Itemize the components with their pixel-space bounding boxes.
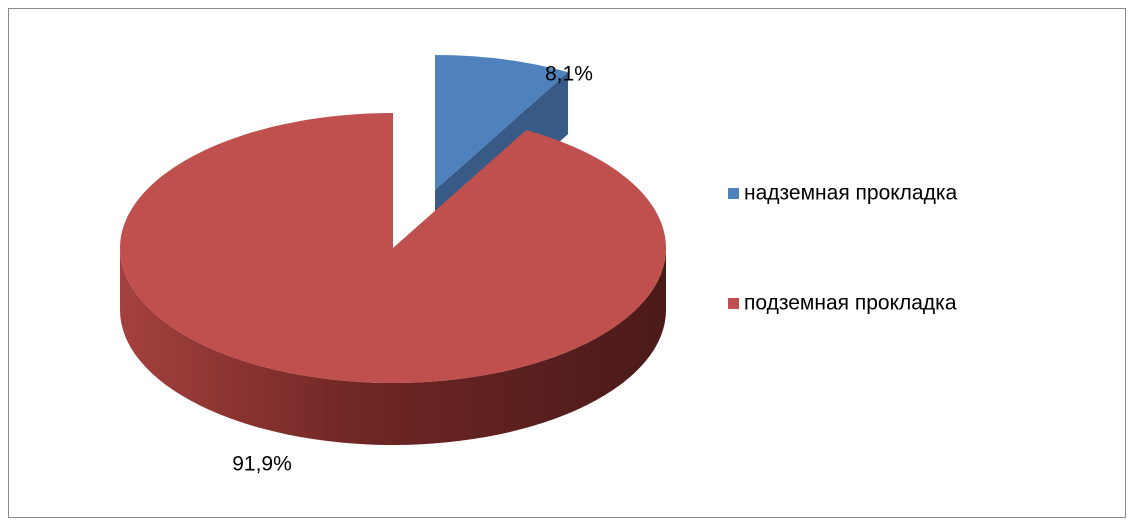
data-label: 91,9% [232,453,292,476]
legend-swatch [728,298,739,309]
pie: 8,1% 91,9% [119,55,666,476]
legend-swatch [728,188,739,199]
slice-top [119,113,666,383]
legend-label: надземная прокладка [744,182,958,205]
slice-top [435,55,569,190]
legend-label: подземная прокладка [744,292,957,315]
pie-slice [119,113,666,445]
legend: надземная прокладка подземная прокладка [728,182,958,315]
slice-side [120,248,666,445]
data-label: 8,1% [545,63,593,86]
